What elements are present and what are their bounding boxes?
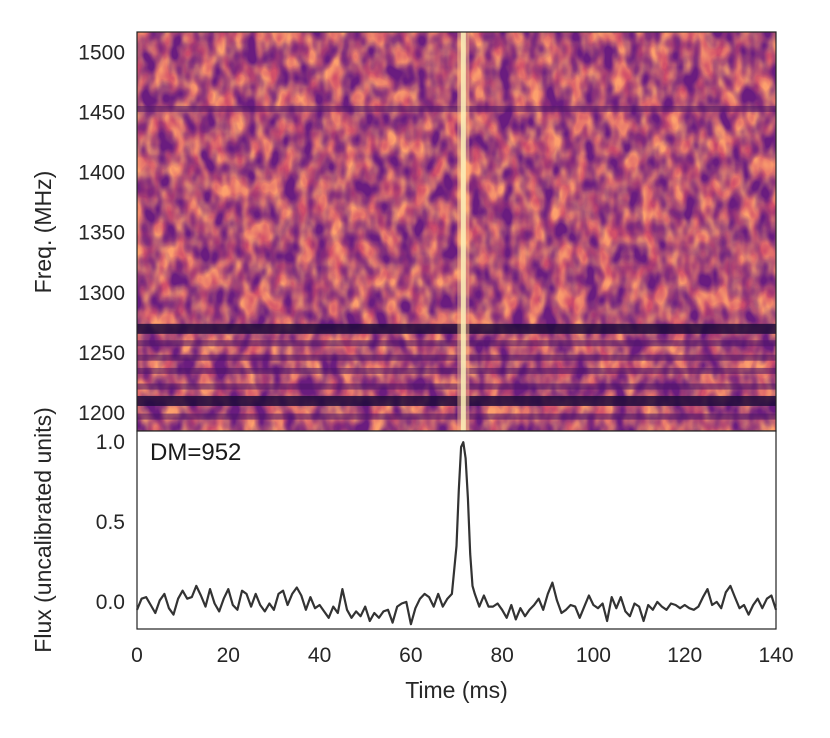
x-tick-label: 80 <box>490 644 513 667</box>
rfi-band <box>137 105 776 112</box>
x-tick-label: 20 <box>217 644 240 667</box>
x-tick-label: 140 <box>758 644 793 667</box>
x-tick-label: 0 <box>131 644 143 667</box>
series-line-flux <box>135 441 778 626</box>
rfi-band <box>137 323 776 334</box>
profile-y-tick-label: 0.5 <box>96 511 125 534</box>
heatmap-y-tick-label: 1200 <box>78 402 125 425</box>
heatmap-y-tick-label: 1250 <box>78 342 125 365</box>
x-tick-label: 60 <box>399 644 422 667</box>
rfi-band <box>137 395 776 406</box>
x-tick-label: 40 <box>308 644 331 667</box>
x-tick-label: 100 <box>576 644 611 667</box>
x-axis-label: Time (ms) <box>405 677 508 703</box>
profile-y-ticks: 0.0 0.5 1.0 <box>96 431 125 614</box>
rfi-band <box>137 413 776 420</box>
heatmap-image <box>137 32 776 431</box>
heatmap-dark-speckle <box>137 32 776 431</box>
dm-annotation: DM=952 <box>150 439 241 466</box>
heatmap-panel: 1200 1250 1300 1350 1400 1450 1500 <box>78 31 777 432</box>
heatmap-y-axis-label: Freq. (MHz) <box>30 171 56 294</box>
profile-x-ticks: 0 20 40 60 80 100 120 140 <box>131 644 793 667</box>
heatmap-y-ticks: 1200 1250 1300 1350 1400 1450 1500 <box>78 41 125 425</box>
rfi-band <box>137 367 776 374</box>
heatmap-y-tick-label: 1300 <box>78 282 125 305</box>
profile-y-tick-label: 1.0 <box>96 431 125 454</box>
rfi-band <box>137 340 776 347</box>
rfi-band <box>137 354 776 361</box>
burst-core <box>460 32 466 431</box>
heatmap-y-tick-label: 1500 <box>78 41 125 64</box>
rfi-band <box>137 383 776 390</box>
x-tick-label: 120 <box>667 644 702 667</box>
heatmap-y-tick-label: 1400 <box>78 162 125 185</box>
profile-y-tick-label: 0.0 <box>96 591 125 614</box>
heatmap-y-tick-label: 1450 <box>78 102 125 125</box>
profile-panel: DM=952 0.0 0.5 1.0 0 20 40 60 80 100 120 140 <box>96 430 794 667</box>
profile-y-axis-label: Flux (uncalibrated units) <box>30 407 56 652</box>
heatmap-y-tick-label: 1350 <box>78 222 125 245</box>
rfi-bands <box>137 105 776 420</box>
burst-streak <box>457 32 470 431</box>
